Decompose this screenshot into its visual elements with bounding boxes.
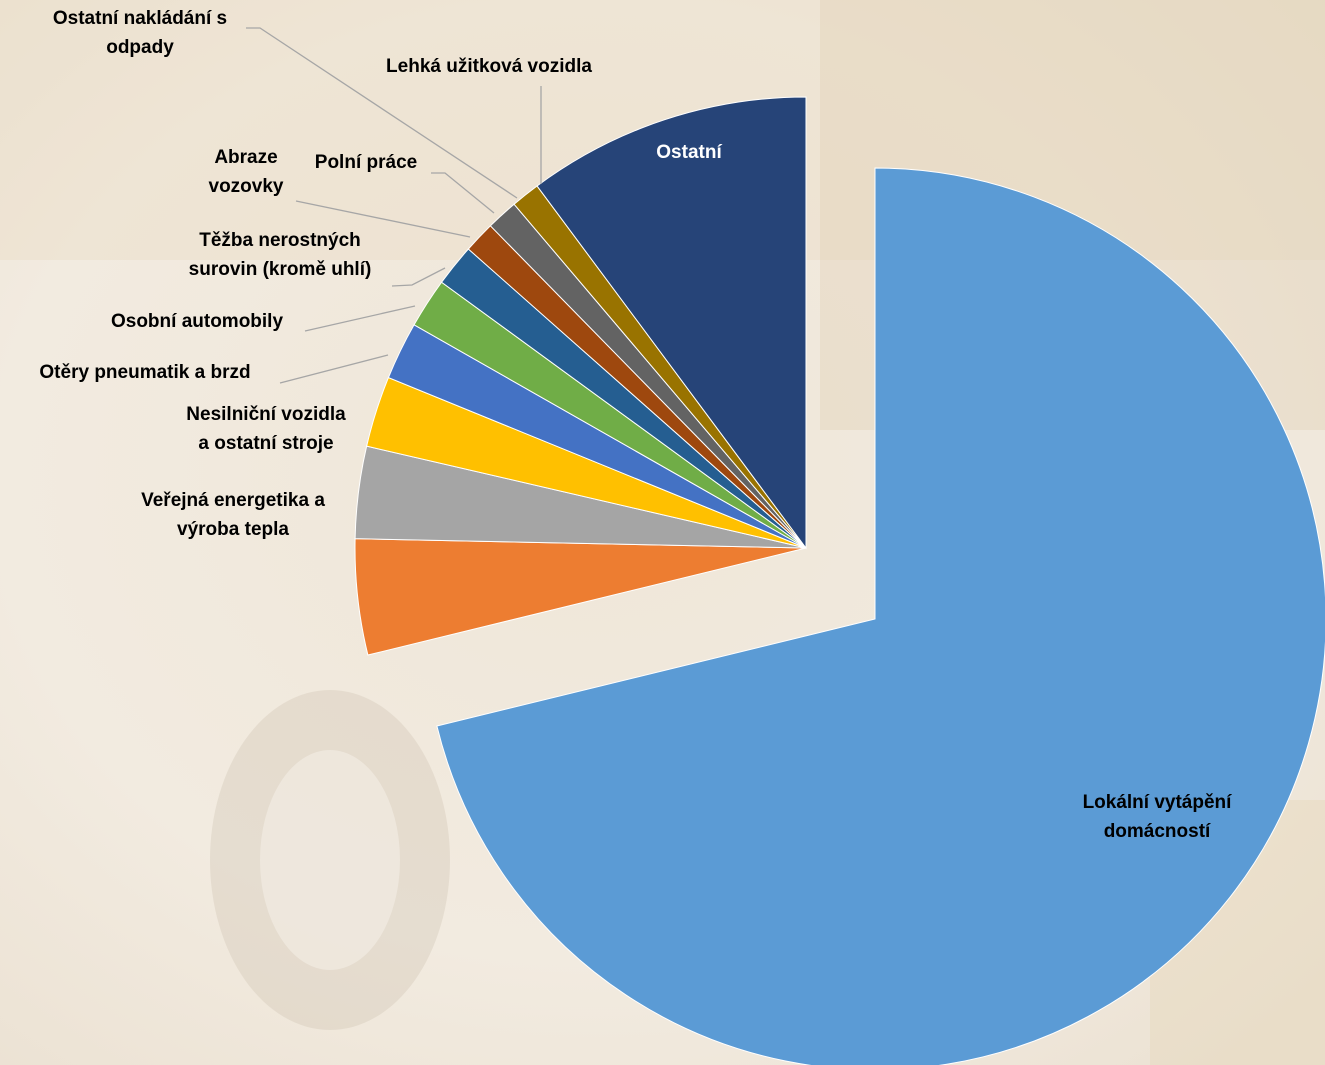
slice-label: Nesilniční vozidla a ostatní stroje	[186, 404, 346, 454]
slice-label: Ostatní nakládání s odpady	[53, 8, 227, 58]
leader-lines	[246, 27, 542, 384]
leader-line	[431, 172, 495, 214]
slice-label: Otěry pneumatik a brzd	[39, 362, 250, 383]
slice-label: Veřejná energetika a výroba tepla	[141, 490, 325, 540]
slice-labels: Lokální vytápění domácností Veřejná energe…	[39, 8, 1232, 842]
slice-label-line: Polní práce	[315, 152, 417, 173]
leader-line	[304, 305, 416, 332]
slice-label-line: výroba tepla	[177, 519, 289, 540]
slice-label: Lehká užitková vozidla	[386, 56, 592, 77]
slice-label-line: Abraze	[214, 147, 277, 168]
pie-slice	[354, 538, 807, 656]
slice-label-line: Osobní automobily	[111, 311, 283, 332]
slice-label-line: vozovky	[209, 176, 284, 197]
pie-slices	[354, 96, 1325, 1065]
slice-label-line: Ostatní	[656, 142, 722, 163]
slice-label-line: Otěry pneumatik a brzd	[39, 362, 250, 383]
slice-label: Osobní automobily	[111, 311, 283, 332]
leader-line	[295, 200, 471, 238]
slice-label: Abraze vozovky	[209, 147, 284, 197]
slice-label-line: domácností	[1104, 821, 1211, 842]
pie-slice	[536, 96, 807, 550]
slice-label-line: Lokální vytápění	[1083, 792, 1233, 813]
slice-label: Ostatní	[656, 142, 722, 163]
slice-label-line: Lehká užitková vozidla	[386, 56, 592, 77]
slice-label-line: Ostatní nakládání s	[53, 8, 227, 29]
slice-label: Lokální vytápění domácností	[1083, 792, 1233, 842]
leader-line	[246, 27, 518, 199]
leader-line	[391, 267, 446, 287]
pie-slice	[436, 167, 1325, 1065]
slice-label-line: odpady	[106, 37, 174, 58]
slice-label: Těžba nerostných surovin (kromě uhlí)	[189, 230, 372, 280]
slice-label-line: Těžba nerostných	[199, 230, 361, 251]
leader-line	[279, 354, 389, 384]
slice-label-line: a ostatní stroje	[198, 433, 333, 454]
slice-label-line: Veřejná energetika a	[141, 490, 325, 511]
slice-label-line: Nesilniční vozidla	[186, 404, 346, 425]
slice-label-line: surovin (kromě uhlí)	[189, 259, 372, 280]
slice-label: Polní práce	[315, 152, 417, 173]
